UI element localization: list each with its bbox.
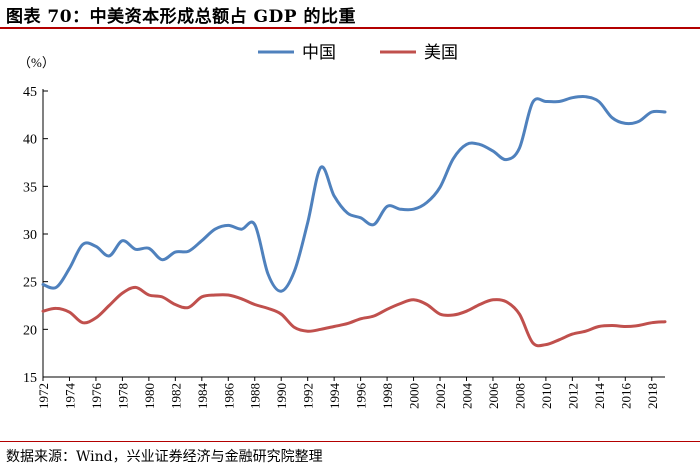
source-note: 数据来源：Wind，兴业证券经济与金融研究院整理 — [6, 449, 323, 465]
x-tick-label: 2004 — [459, 383, 474, 410]
x-tick-label: 2016 — [618, 383, 633, 410]
y-tick-label: 40 — [23, 133, 37, 148]
x-tick-label: 1994 — [327, 383, 342, 410]
y-tick-label: 30 — [23, 228, 37, 243]
x-tick-label: 1972 — [36, 383, 51, 409]
legend-label-china: 中国 — [302, 43, 336, 62]
y-tick-label: 20 — [23, 323, 37, 338]
x-tick-label: 2006 — [486, 383, 501, 410]
y-tick-label: 15 — [23, 371, 37, 386]
x-tick-label: 2002 — [433, 383, 448, 409]
x-tick-label: 1990 — [274, 383, 289, 409]
line-chart: （%） 15 20 25 30 35 40 45 1972 1974 1976 1978 1980 198… — [18, 43, 667, 410]
x-tick-label: 2012 — [565, 383, 580, 409]
footer-divider — [0, 441, 700, 442]
x-tick-label: 1980 — [142, 383, 157, 409]
y-axis-unit-label: （%） — [18, 55, 55, 70]
x-tick-label: 1992 — [301, 383, 316, 409]
y-tick-label: 35 — [23, 180, 37, 195]
x-tick-label: 1988 — [248, 383, 263, 409]
x-tick-label: 2000 — [407, 383, 422, 409]
x-tick-label: 1976 — [89, 383, 104, 410]
x-tick-label: 1998 — [380, 383, 395, 409]
page-title: 图表 70：中美资本形成总额占 GDP 的比重 — [6, 7, 356, 27]
legend-label-usa: 美国 — [424, 43, 458, 62]
chart-area: （%） 15 20 25 30 35 40 45 1972 1974 1976 1978 1980 198… — [0, 30, 700, 440]
x-tick-label: 2018 — [645, 383, 660, 409]
series-line-usa — [41, 285, 667, 348]
x-tick-label: 1986 — [221, 383, 236, 410]
x-tick-label: 1978 — [115, 383, 130, 409]
title-bar: 图表 70：中美资本形成总额占 GDP 的比重 — [0, 0, 700, 30]
x-tick-label: 1996 — [354, 383, 369, 410]
y-tick-label: 25 — [23, 276, 37, 291]
x-tick-label: 1982 — [168, 383, 183, 409]
x-tick-label: 2014 — [592, 383, 607, 410]
title-divider — [0, 27, 700, 29]
x-tick-label: 1974 — [62, 383, 77, 410]
x-tick-label: 2008 — [512, 383, 527, 409]
series-line-china — [41, 94, 667, 293]
y-tick-label: 45 — [23, 85, 37, 100]
x-tick-label: 2010 — [539, 383, 554, 409]
x-tick-label: 1984 — [195, 383, 210, 410]
